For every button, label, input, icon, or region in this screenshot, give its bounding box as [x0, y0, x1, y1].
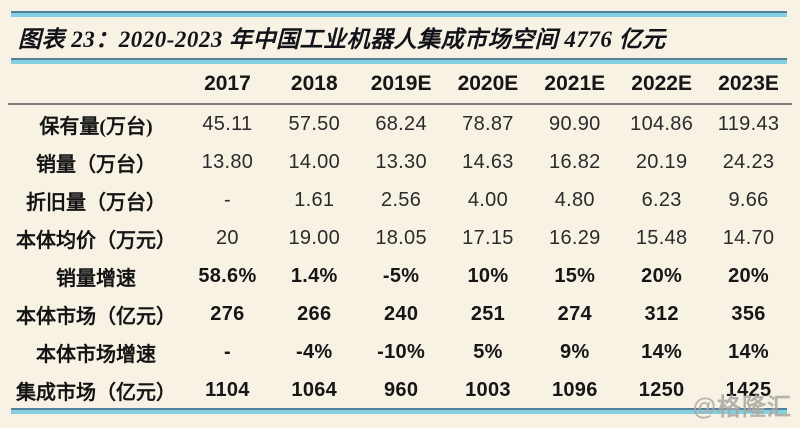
robot-market-table: 2017 2018 2019E 2020E 2021E 2022E 2023E 保有量(万台…	[8, 64, 792, 409]
year-column-header: 2018	[270, 64, 358, 105]
row-label: 保有量(万台)	[39, 115, 153, 138]
value-cell: -	[223, 188, 231, 211]
value-cell: 9%	[560, 340, 590, 363]
value-cell: 1425	[725, 378, 772, 401]
value-cell: 10%	[467, 264, 509, 287]
value-cell: -5%	[382, 264, 420, 287]
table-row: 销量（万台） 13.80 14.00 13.30 14.63 16.82 20.19 24.2…	[8, 143, 792, 181]
value-cell: 1096	[551, 378, 598, 401]
value-cell: -	[223, 340, 231, 363]
value-cell: 20.19	[635, 150, 688, 173]
value-cell: 1250	[638, 378, 685, 401]
value-cell: 20%	[641, 264, 683, 287]
row-label: 销量增速	[56, 267, 136, 290]
value-cell: 68.24	[375, 112, 427, 135]
value-cell: 17.15	[462, 226, 514, 249]
value-cell: 15%	[554, 264, 596, 287]
value-cell: 266	[297, 302, 332, 325]
top-accent-line	[11, 11, 787, 17]
value-cell: 1003	[465, 378, 511, 401]
year-column-header: 2022E	[618, 64, 706, 105]
value-cell: 1.4%	[290, 264, 338, 287]
value-cell: 20	[215, 226, 239, 249]
value-cell: 20%	[728, 264, 769, 287]
value-cell: 1104	[205, 378, 250, 401]
value-cell: 4.00	[467, 188, 509, 211]
header-row: 2017 2018 2019E 2020E 2021E 2022E 2023E	[8, 64, 792, 105]
value-cell: 57.50	[288, 112, 341, 135]
value-cell: 5%	[473, 340, 503, 363]
table-row: 保有量(万台) 45.11 57.50 68.24 78.87 90.90 104.86 11…	[8, 104, 792, 143]
value-cell: -10%	[377, 340, 426, 363]
table-body: 保有量(万台) 45.11 57.50 68.24 78.87 90.90 104.86 11…	[8, 104, 792, 409]
value-cell: 14%	[728, 340, 769, 363]
year-column-header: 2019E	[357, 64, 445, 105]
row-label: 集成市场（亿元）	[16, 381, 176, 404]
value-cell: 276	[210, 302, 245, 325]
value-cell: 45.11	[202, 112, 253, 135]
value-cell: 251	[470, 302, 506, 325]
value-cell: 1.61	[294, 188, 335, 211]
value-cell: 16.29	[549, 226, 601, 249]
value-cell: 119.43	[717, 112, 780, 135]
value-cell: 2.56	[381, 188, 422, 211]
table-row: 折旧量（万台） - 1.61 2.56 4.00 4.80 6.23 9.66	[8, 181, 792, 219]
table-top-accent-line	[11, 58, 787, 64]
value-cell: 13.80	[201, 150, 254, 173]
value-cell: 15.48	[635, 226, 688, 249]
value-cell: 14.70	[722, 226, 775, 249]
year-column-header: 2020E	[444, 64, 532, 105]
value-cell: 13.30	[375, 150, 427, 173]
value-cell: 104.86	[630, 112, 694, 135]
value-cell: 1064	[291, 378, 338, 401]
value-cell: 24.23	[722, 150, 775, 173]
table-row: 本体市场（亿元） 276 266 240 251 274 312 356	[8, 295, 792, 333]
row-label: 本体均价（万元）	[16, 229, 176, 252]
value-cell: 19.00	[288, 226, 341, 249]
value-cell: 240	[383, 302, 419, 325]
table-row: 本体市场增速 - -4% -10% 5% 9% 14% 14%	[8, 333, 792, 371]
value-cell: 960	[383, 378, 419, 401]
value-cell: -4%	[296, 340, 333, 363]
value-cell: 6.23	[641, 188, 682, 211]
value-cell: 14%	[641, 340, 683, 363]
row-label: 本体市场（亿元）	[16, 305, 176, 328]
year-column-header: 2017	[184, 64, 271, 105]
label-column-header	[8, 64, 184, 105]
value-cell: 78.87	[462, 112, 514, 135]
row-label: 销量（万台）	[36, 153, 156, 176]
table-row: 本体均价（万元） 20 19.00 18.05 17.15 16.29 15.48 14.70	[8, 219, 792, 257]
value-cell: 9.66	[728, 188, 769, 211]
table-row: 销量增速 58.6% 1.4% -5% 10% 15% 20% 20%	[8, 257, 792, 295]
row-label: 本体市场增速	[36, 343, 156, 366]
value-cell: 14.00	[288, 150, 341, 173]
value-cell: 90.90	[549, 112, 601, 135]
value-cell: 16.82	[549, 150, 601, 173]
table-row: 集成市场（亿元） 1104 1064 960 1003 1096 1250 1425	[8, 371, 792, 409]
value-cell: 4.80	[554, 188, 595, 211]
watermark-gelonghui: @格隆汇	[692, 394, 792, 421]
year-column-header: 2021E	[531, 64, 619, 105]
figure-title: 图表 23：2020-2023 年中国工业机器人集成市场空间 4776 亿元	[18, 27, 666, 52]
row-label: 折旧量（万台）	[26, 191, 166, 214]
year-column-header: 2023E	[705, 64, 792, 105]
value-cell: 58.6%	[198, 264, 257, 287]
value-cell: 14.63	[462, 150, 514, 173]
bottom-accent-line	[11, 408, 787, 414]
value-cell: 274	[557, 302, 592, 325]
value-cell: 312	[644, 302, 679, 325]
value-cell: 18.05	[375, 226, 427, 249]
value-cell: 356	[731, 302, 766, 325]
